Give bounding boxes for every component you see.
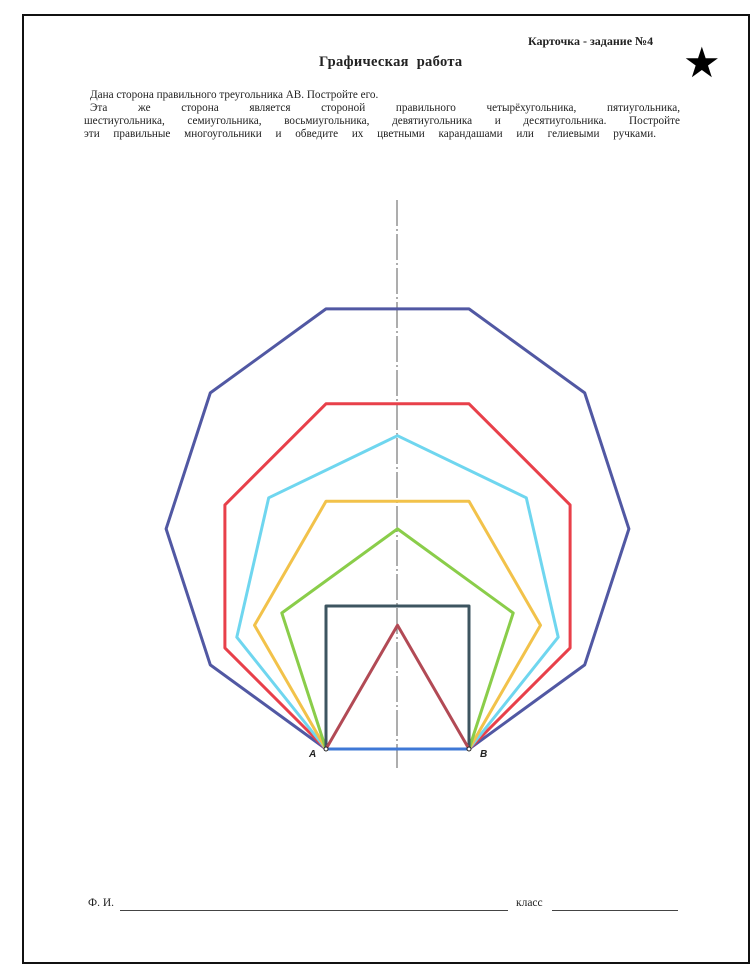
name-label: Ф. И. <box>88 897 115 909</box>
point-a <box>323 746 329 752</box>
square-outline <box>324 604 471 749</box>
point-a-label: A <box>308 749 316 760</box>
octagon-outline <box>223 402 572 751</box>
decagon-outline <box>164 307 631 751</box>
class-label: класс <box>516 897 543 909</box>
instruction-line-3: шестиугольника, семиугольника, восьмиуго… <box>84 115 680 127</box>
regular-polygons <box>164 307 631 751</box>
hexagon-outline <box>253 499 542 750</box>
heptagon-outline <box>235 434 560 750</box>
triangle-outline <box>324 623 471 750</box>
instruction-line-1: Дана сторона правильного треугольника АВ… <box>90 89 379 101</box>
card-label: Карточка - задание №4 <box>528 34 654 48</box>
star-icon: ★ <box>683 38 721 87</box>
class-field-line[interactable] <box>552 910 678 911</box>
page-title: Графическая работа <box>319 54 463 70</box>
point-b-label: B <box>480 749 487 760</box>
worksheet-frame <box>22 14 750 964</box>
pentagon-outline <box>280 527 515 750</box>
point-b <box>466 746 472 752</box>
name-field-line[interactable] <box>120 910 508 911</box>
instructions: Дана сторона правильного треугольника АВ… <box>84 89 680 141</box>
instruction-line-4: эти правильные многоугольники и обведите… <box>84 128 656 140</box>
instruction-line-2: Эта же сторона является стороной правиль… <box>90 102 680 114</box>
